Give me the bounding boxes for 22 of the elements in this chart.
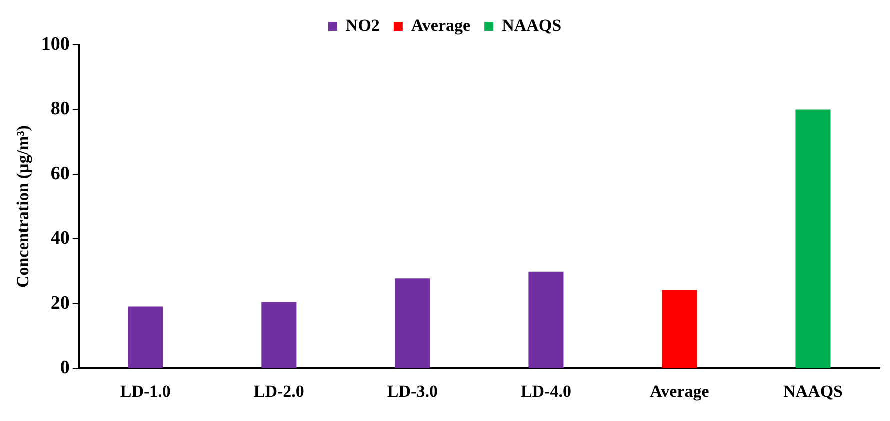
y-tick-label: 100 (41, 34, 70, 55)
y-tick-label: 60 (50, 163, 70, 184)
bar (395, 278, 430, 368)
bar (528, 272, 564, 368)
x-tick-label: Average (650, 382, 710, 402)
y-tick-label: 80 (50, 98, 70, 120)
legend-label: NAAQS (502, 16, 562, 35)
y-tick-label: 0 (60, 358, 70, 379)
y-axis-title: Concentration (μg/m³) (14, 126, 33, 288)
x-tick-label: LD-1.0 (120, 382, 171, 402)
x-tick-label: LD-2.0 (254, 382, 304, 402)
legend-label: Average (411, 16, 472, 35)
bar (662, 290, 698, 368)
y-tick-label: 40 (50, 228, 70, 250)
x-tick-label: LD-4.0 (520, 382, 572, 402)
x-tick-label: LD-3.0 (387, 382, 438, 402)
bar (262, 302, 297, 368)
bar (796, 110, 831, 368)
x-tick-label: NAAQS (783, 382, 843, 402)
legend-label: NO2 (346, 16, 380, 35)
bar (128, 306, 164, 368)
y-tick-label: 20 (50, 292, 70, 314)
